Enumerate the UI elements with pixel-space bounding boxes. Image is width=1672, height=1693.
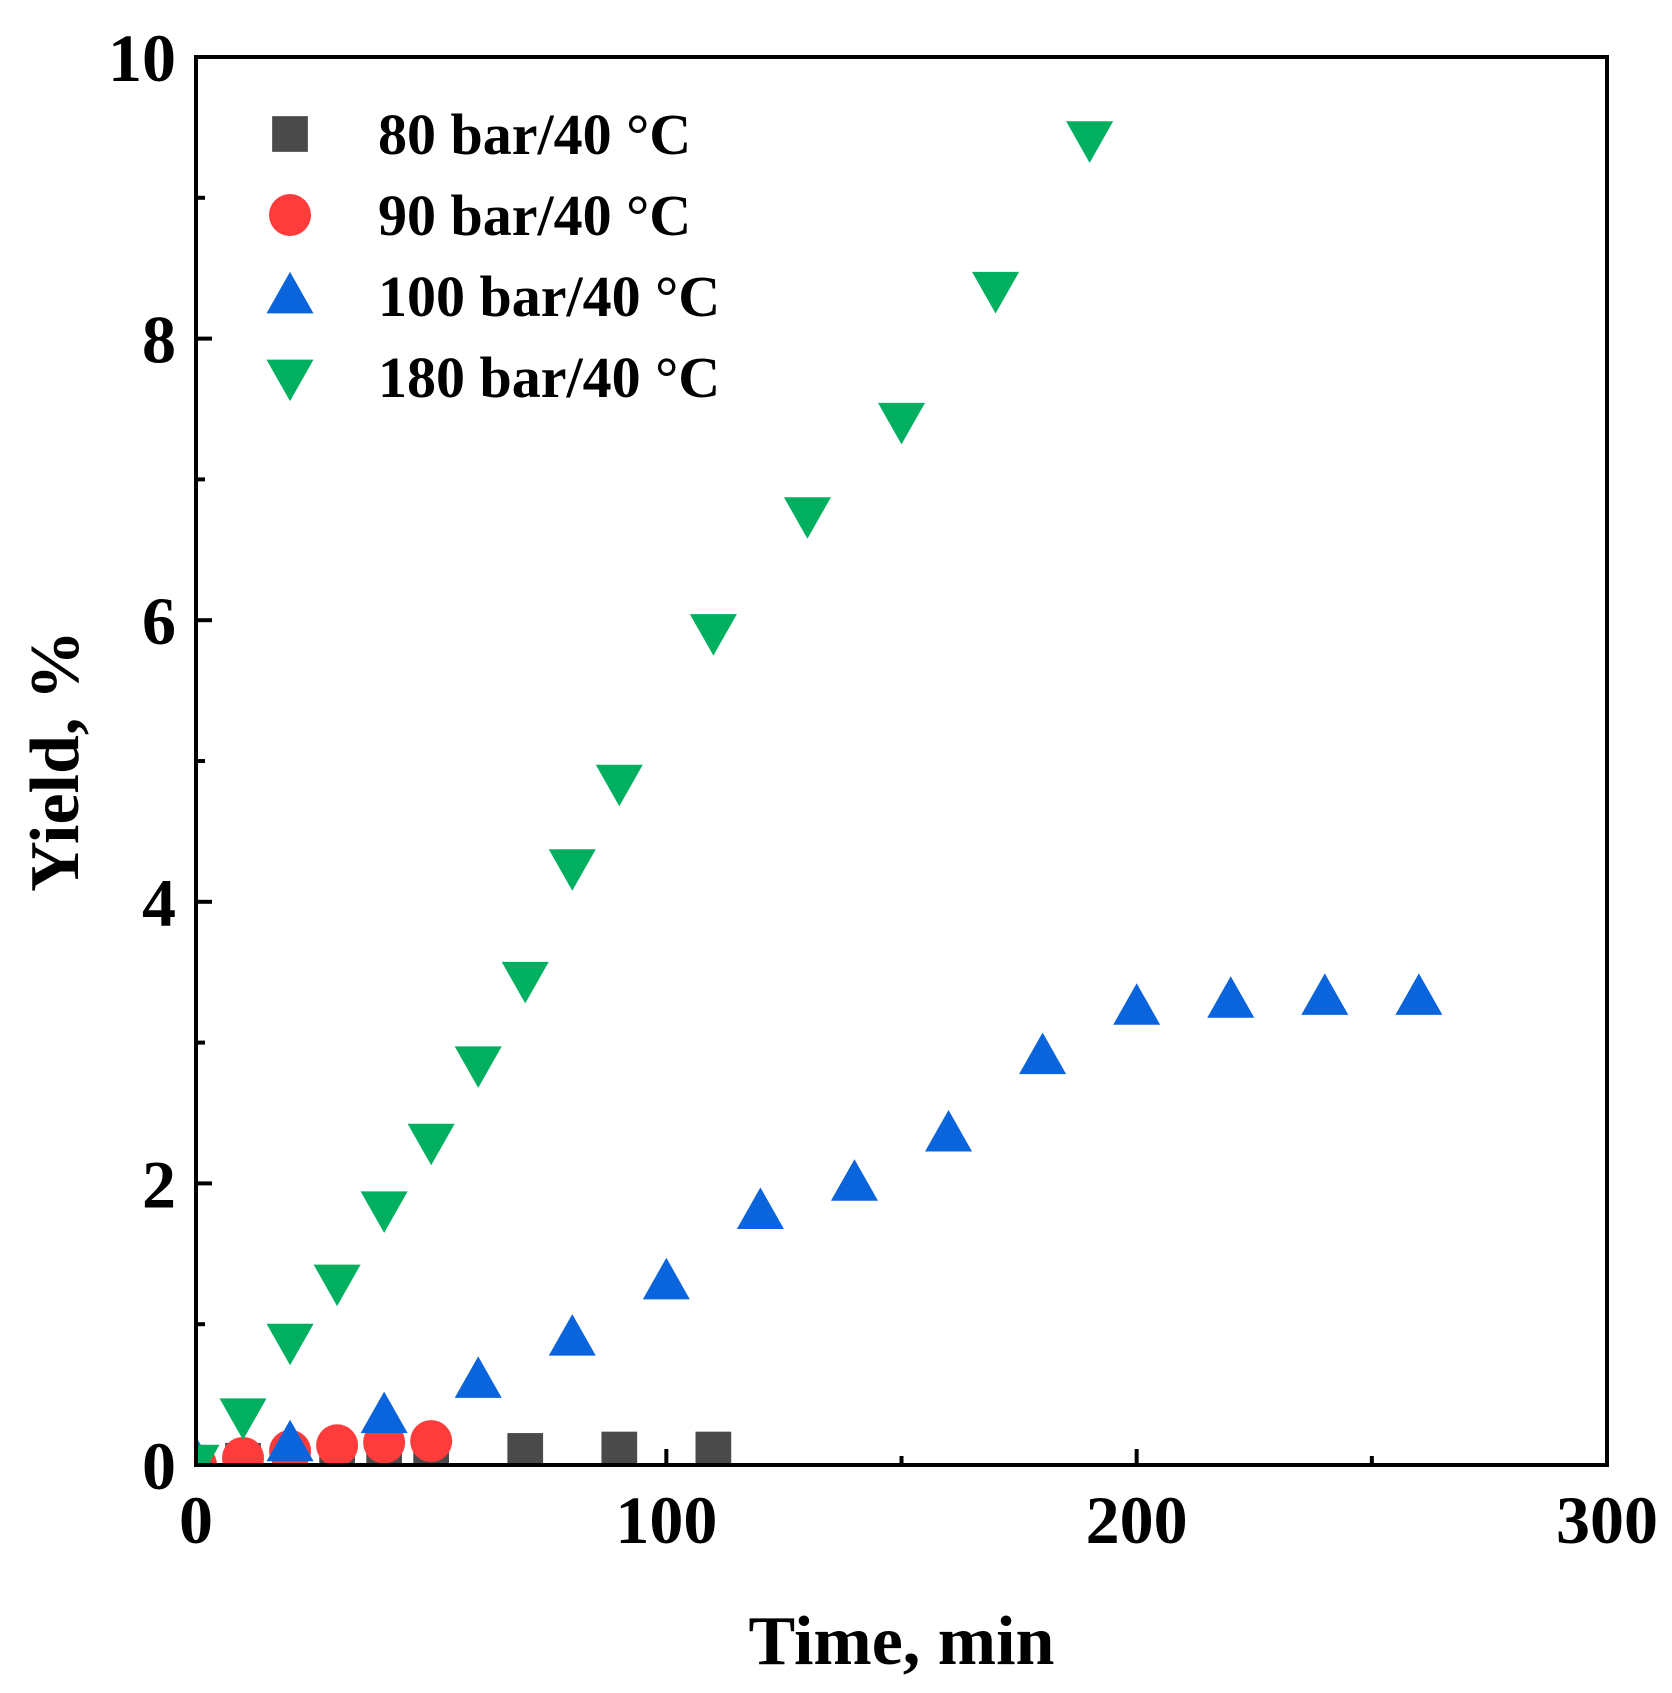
data-point [507,1433,544,1465]
data-point [360,1191,408,1233]
data-point [266,1323,314,1366]
data-point [548,1314,596,1356]
data-point [1066,121,1114,163]
data-point [830,1159,878,1201]
y-tick-label: 6 [142,583,176,659]
legend-label: 180 bar/40 °C [378,345,720,410]
y-tick-label: 0 [142,1428,176,1504]
data-point [877,402,926,445]
legend-marker [266,271,314,314]
legend-marker [272,116,308,152]
legend-label: 80 bar/40 °C [378,102,691,167]
legend-item: 100 bar/40 °C [266,264,720,329]
data-point [1113,983,1161,1025]
legend: 80 bar/40 °C 90 bar/40 °C 100 bar/40 °C 180… [266,102,720,410]
data-point [1301,973,1349,1015]
data-point [642,1257,690,1300]
y-tick-label: 4 [142,865,176,941]
data-point [266,1419,314,1462]
legend-marker [269,194,311,236]
data-point [219,1398,267,1440]
data-point [972,271,1020,314]
data-point [196,1444,220,1465]
data-point [222,1436,265,1465]
x-tick-label: 200 [1086,1482,1188,1558]
data-point [316,1424,359,1465]
x-tick-label: 300 [1556,1482,1658,1558]
legend-item: 80 bar/40 °C [272,102,691,167]
data-point [783,497,831,539]
data-point [736,1187,784,1229]
axis-tick-labels: 0 100 200 300 0 2 4 6 8 10 [108,20,1658,1558]
legend-item: 180 bar/40 °C [266,345,720,410]
data-point [925,1109,973,1152]
data-point [360,1391,408,1434]
data-point [1395,973,1443,1015]
data-point [548,849,596,891]
legend-marker [266,359,314,402]
data-points [196,121,1443,1465]
data-point [695,1431,732,1465]
y-tick-label: 2 [142,1146,176,1222]
y-axis-title: Yield, % [17,630,94,892]
data-point [1207,976,1255,1018]
legend-label: 100 bar/40 °C [378,264,720,329]
data-point [407,1123,455,1166]
x-tick-label: 100 [615,1482,717,1558]
legend-item: 90 bar/40 °C [269,183,691,248]
x-axis-title: Time, min [749,1603,1055,1680]
series-4 [196,121,1114,1465]
data-point [410,1420,453,1463]
data-point [501,961,549,1004]
y-tick-label: 10 [108,20,176,96]
data-point [313,1264,361,1307]
series-2 [196,1420,453,1465]
data-point [601,1431,638,1465]
series-3 [196,973,1443,1465]
x-tick-label: 0 [179,1482,213,1558]
y-tick-label: 8 [142,302,176,378]
data-point [454,1356,502,1398]
data-point [1019,1032,1067,1075]
data-point [454,1046,502,1088]
legend-label: 90 bar/40 °C [378,183,691,248]
plot-frame [194,55,1609,1467]
data-point [689,614,737,656]
data-point [595,764,643,807]
